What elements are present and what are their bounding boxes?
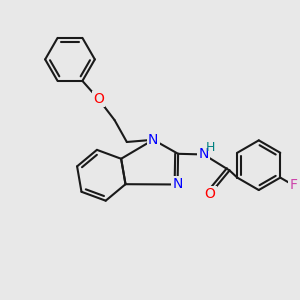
Text: O: O	[93, 92, 104, 106]
Text: H: H	[206, 141, 215, 154]
Text: F: F	[290, 178, 298, 192]
Text: N: N	[148, 133, 158, 147]
Text: N: N	[172, 178, 183, 191]
Text: O: O	[204, 188, 215, 201]
Text: N: N	[199, 147, 209, 161]
